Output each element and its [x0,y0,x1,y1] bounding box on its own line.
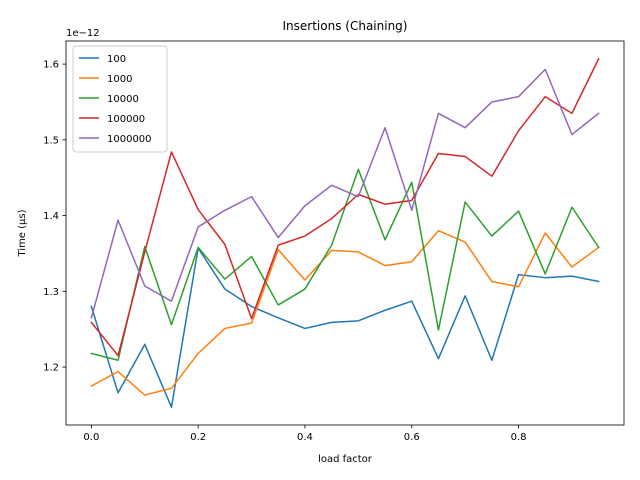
y-tick-label: 1.6 [43,60,59,71]
y-tick-label: 1.4 [43,211,59,222]
legend-box [72,45,168,153]
x-tick-label: 0.4 [297,432,313,443]
legend: 100 1000 10000 100000 1000000 [72,45,168,153]
series-line-100 [90,247,600,408]
x-axis: 0.0 0.2 0.4 0.6 0.8 [83,425,526,443]
plot-frame [65,40,625,426]
legend-label-1000000: 1000000 [107,134,152,145]
x-tick-label: 0.2 [190,432,206,443]
y-tick-label: 1.5 [43,135,59,146]
y-axis-label: Time (µs) [17,209,28,257]
legend-label-100000: 100000 [107,114,145,125]
series-line-100000 [90,57,600,357]
x-tick-label: 0.6 [404,432,420,443]
x-tick-label: 0.8 [511,432,527,443]
series-line-1000 [90,229,600,396]
y-axis: 1.2 1.3 1.4 1.5 1.6 [43,60,66,374]
x-axis-label: load factor [318,454,373,465]
y-tick-label: 1.2 [43,363,59,374]
series-line-1000000 [90,68,600,319]
y-offset-text: 1e−12 [66,28,100,39]
chart-title: Insertions (Chaining) [283,19,408,33]
y-tick-label: 1.3 [43,287,59,298]
legend-label-10000: 10000 [107,94,139,105]
plot-lines [90,57,600,408]
x-tick-label: 0.0 [83,432,99,443]
legend-label-100: 100 [107,54,126,65]
legend-label-1000: 1000 [107,74,132,85]
